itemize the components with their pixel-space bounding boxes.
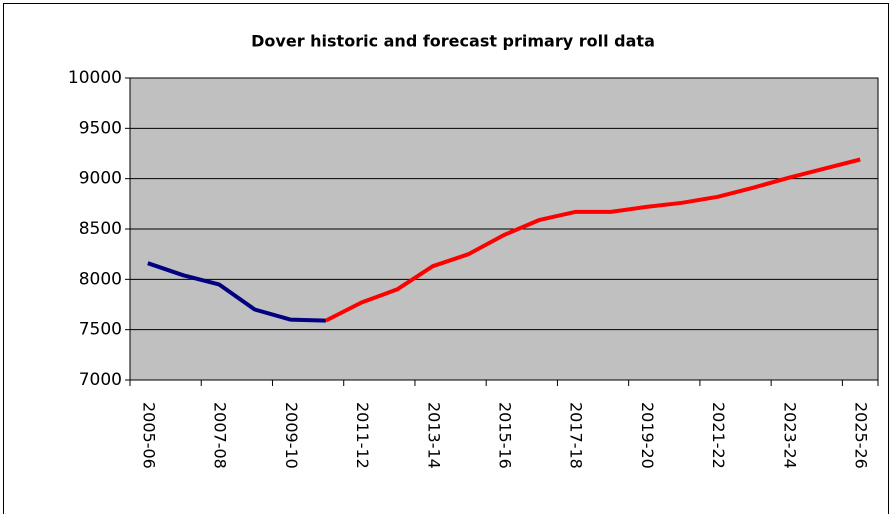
x-tick-label: 2023-24	[780, 402, 799, 469]
y-tick-label: 8500	[79, 219, 122, 239]
x-tick-label: 2013-14	[424, 402, 443, 469]
y-tick-label: 7000	[79, 370, 122, 390]
y-tick-label: 8000	[79, 269, 122, 289]
series-line	[324, 157, 861, 323]
y-tick-label: 9500	[79, 118, 122, 138]
x-tick-label: 2005-06	[139, 402, 158, 469]
x-tick-label: 2011-12	[353, 402, 372, 469]
x-tick-label: 2009-10	[282, 402, 301, 469]
x-tick-label: 2019-20	[638, 402, 657, 469]
y-tick-label: 10000	[68, 68, 122, 88]
x-tick-label: 2015-16	[496, 402, 515, 469]
chart-title: Dover historic and forecast primary roll…	[251, 32, 655, 51]
series-line	[147, 261, 326, 323]
y-tick-label: 9000	[79, 169, 122, 189]
x-tick-label: 2025-26	[852, 402, 871, 469]
plot-border	[129, 77, 879, 381]
x-tick-label: 2007-08	[211, 402, 230, 469]
x-tick-label: 2017-18	[567, 402, 586, 469]
x-tick-label: 2021-22	[709, 402, 728, 469]
y-tick-label: 7500	[79, 320, 122, 340]
